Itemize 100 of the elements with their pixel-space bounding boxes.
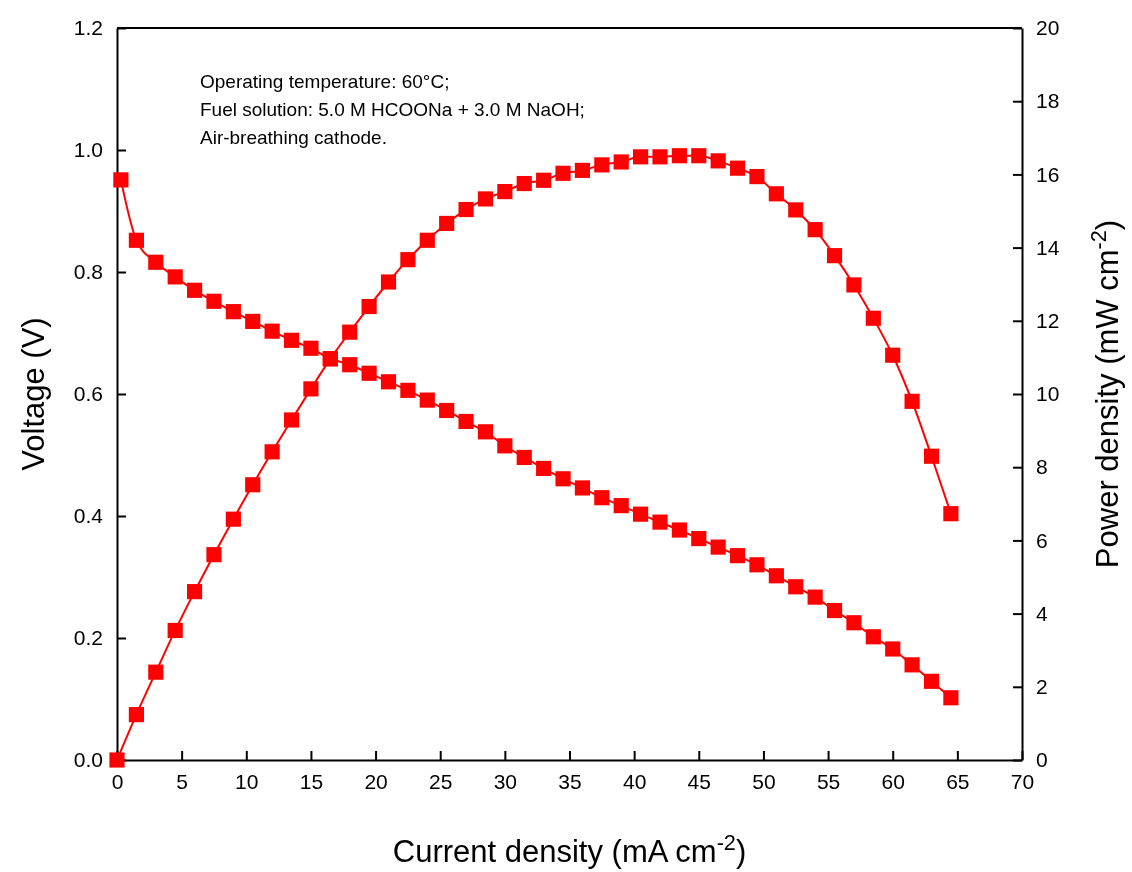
point — [749, 169, 765, 185]
point — [943, 506, 959, 522]
point — [865, 629, 881, 645]
point — [361, 298, 377, 315]
y2-tick-label: 2 — [1036, 675, 1048, 699]
point — [536, 460, 552, 476]
x-tick-label: 45 — [687, 769, 711, 793]
point — [671, 148, 687, 164]
point — [186, 584, 203, 600]
point — [865, 310, 881, 326]
x-tick-label: 20 — [364, 769, 388, 793]
point — [342, 357, 358, 373]
point — [691, 148, 707, 164]
x-tick-label: 10 — [235, 769, 259, 793]
y2-tick-label: 16 — [1036, 162, 1060, 186]
point — [497, 184, 513, 200]
y-tick-label: 1.2 — [73, 16, 103, 40]
annotation: Air-breathing cathode. — [200, 127, 387, 148]
point — [807, 222, 823, 238]
point — [167, 622, 183, 639]
point — [439, 402, 455, 419]
point — [574, 480, 591, 496]
x-tick-label: 70 — [1010, 769, 1035, 793]
point — [885, 641, 901, 657]
point — [768, 568, 784, 584]
point — [555, 165, 571, 181]
point — [749, 557, 765, 573]
point — [516, 175, 532, 192]
y2-tick-label: 18 — [1036, 89, 1060, 113]
point — [613, 498, 629, 514]
point — [846, 277, 862, 293]
point — [943, 690, 959, 706]
point — [458, 201, 474, 218]
y-tick-label: 0.0 — [73, 748, 103, 772]
x-tick-label: 5 — [176, 769, 188, 793]
point — [128, 232, 144, 248]
point — [477, 424, 494, 440]
point — [710, 539, 726, 555]
point — [303, 340, 319, 356]
point — [768, 186, 784, 202]
point — [807, 589, 823, 605]
point — [283, 332, 300, 348]
x-tick-label: 65 — [946, 769, 970, 793]
point — [303, 381, 319, 397]
y-tick-label: 1.0 — [73, 138, 103, 162]
point — [225, 511, 241, 527]
point — [536, 172, 552, 188]
point — [691, 530, 707, 547]
y2-tick-label: 10 — [1036, 382, 1060, 406]
point — [633, 506, 649, 522]
y-tick-label: 0.6 — [73, 382, 103, 406]
point — [826, 602, 843, 619]
y-tick-label: 0.2 — [73, 626, 103, 650]
point — [574, 162, 591, 178]
point — [477, 191, 494, 207]
point — [671, 522, 687, 538]
point — [555, 471, 571, 487]
x-tick-label: 60 — [881, 769, 905, 793]
y2-tick-label: 14 — [1036, 235, 1060, 259]
point — [206, 547, 222, 563]
point — [846, 615, 862, 631]
point — [380, 374, 397, 390]
point — [439, 215, 455, 232]
y2-tick-label: 0 — [1036, 748, 1048, 772]
x-axis-title: Current density (mA cm$^{-2}$) — [392, 829, 747, 869]
point — [885, 347, 901, 363]
point — [283, 412, 300, 428]
x-tick-label: 55 — [816, 769, 841, 793]
point — [148, 664, 164, 680]
x-tick-label: 25 — [429, 769, 453, 793]
y-tick-label: 0.8 — [73, 260, 103, 284]
y2-tick-label: 6 — [1036, 528, 1048, 552]
annotation: Operating temperature: 60°C; — [200, 71, 450, 92]
point — [186, 282, 203, 298]
point — [322, 351, 338, 367]
point — [729, 160, 746, 176]
point — [380, 274, 397, 290]
point — [400, 252, 416, 268]
point — [710, 153, 726, 169]
x-tick-label: 40 — [622, 769, 647, 793]
point — [167, 269, 183, 285]
point — [400, 382, 416, 398]
annotation: Fuel solution: 5.0 M HCOONa + 3.0 M NaOH; — [200, 99, 585, 120]
point — [516, 449, 532, 466]
point — [788, 579, 804, 595]
point — [923, 448, 940, 464]
point — [923, 673, 940, 689]
point — [225, 304, 241, 320]
y-tick-label: 0.4 — [73, 504, 104, 528]
y2-tick-label: 12 — [1036, 309, 1060, 333]
point — [264, 323, 280, 339]
point — [652, 149, 668, 165]
point — [419, 232, 435, 248]
x-tick-label: 15 — [299, 769, 324, 793]
point — [113, 172, 129, 188]
point — [652, 514, 668, 530]
point — [245, 477, 261, 493]
point — [904, 393, 920, 409]
point — [788, 202, 804, 218]
y2-tick-label: 4 — [1036, 601, 1048, 625]
